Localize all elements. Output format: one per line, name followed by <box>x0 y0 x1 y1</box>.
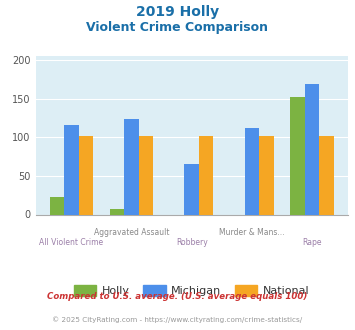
Bar <box>319 137 334 214</box>
Bar <box>50 197 64 214</box>
Bar <box>78 137 93 214</box>
Bar <box>64 125 78 214</box>
Text: 2019 Holly: 2019 Holly <box>136 5 219 19</box>
Bar <box>290 97 305 214</box>
Text: Aggravated Assault: Aggravated Assault <box>94 228 169 237</box>
Bar <box>124 119 139 214</box>
Bar <box>305 84 319 214</box>
Text: Murder & Mans...: Murder & Mans... <box>219 228 285 237</box>
Bar <box>110 209 124 214</box>
Bar <box>185 163 199 214</box>
Text: Violent Crime Comparison: Violent Crime Comparison <box>87 21 268 34</box>
Bar <box>259 137 274 214</box>
Text: © 2025 CityRating.com - https://www.cityrating.com/crime-statistics/: © 2025 CityRating.com - https://www.city… <box>53 317 302 323</box>
Bar <box>139 137 153 214</box>
Text: Rape: Rape <box>302 238 322 247</box>
Text: All Violent Crime: All Violent Crime <box>39 238 103 247</box>
Text: Compared to U.S. average. (U.S. average equals 100): Compared to U.S. average. (U.S. average … <box>47 292 308 301</box>
Legend: Holly, Michigan, National: Holly, Michigan, National <box>70 280 313 301</box>
Bar <box>199 137 213 214</box>
Text: Robbery: Robbery <box>176 238 208 247</box>
Bar <box>245 128 259 214</box>
